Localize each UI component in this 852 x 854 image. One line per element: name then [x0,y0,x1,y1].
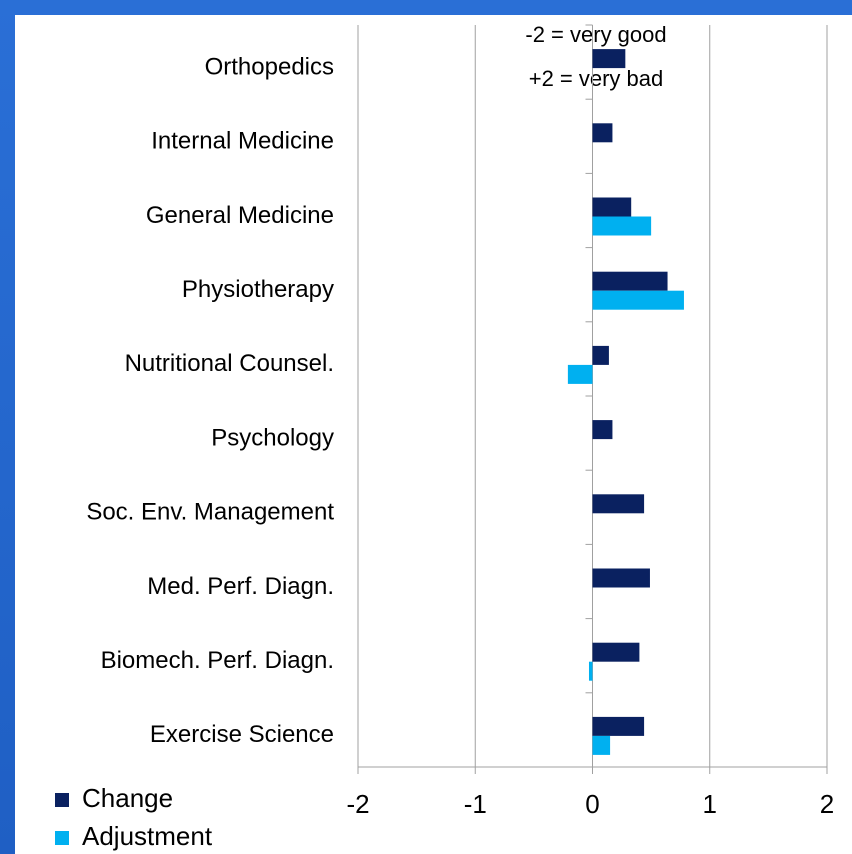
bar [592,49,626,69]
bar [592,290,684,310]
bar [592,642,640,662]
y-tick-label: Nutritional Counsel. [125,350,334,377]
bar [592,568,650,588]
bar [567,364,593,384]
y-tick-label: Psychology [211,424,334,451]
legend-swatch [55,793,69,807]
bar [592,716,645,736]
bar [592,197,632,217]
legend-label: Change [82,783,173,813]
y-tick-label: Soc. Env. Management [86,499,334,526]
x-tick-label: 2 [820,789,834,819]
y-tick-label: General Medicine [146,202,334,229]
x-tick-label: -1 [464,789,487,819]
legend-swatch [55,831,69,845]
bar [592,420,613,440]
y-tick-label: Internal Medicine [151,128,334,155]
y-tick-label: Med. Perf. Diagn. [147,573,334,600]
x-tick-label: 1 [703,789,717,819]
y-tick-label: Physiotherapy [182,276,334,303]
bar [592,271,668,291]
legend-label: Adjustment [82,821,213,851]
x-tick-label: -2 [346,789,369,819]
bar [592,216,652,236]
bar [592,345,609,365]
bar [592,123,613,143]
y-tick-label: Biomech. Perf. Diagn. [101,647,334,674]
y-tick-label: Exercise Science [150,721,334,748]
bar [588,661,593,681]
bar [592,494,645,514]
x-tick-label: 0 [585,789,599,819]
annotation: -2 = very good [525,22,666,47]
bar [592,735,611,755]
panel [15,15,852,854]
annotation: +2 = very bad [529,66,664,91]
y-tick-label: Orthopedics [205,53,334,80]
